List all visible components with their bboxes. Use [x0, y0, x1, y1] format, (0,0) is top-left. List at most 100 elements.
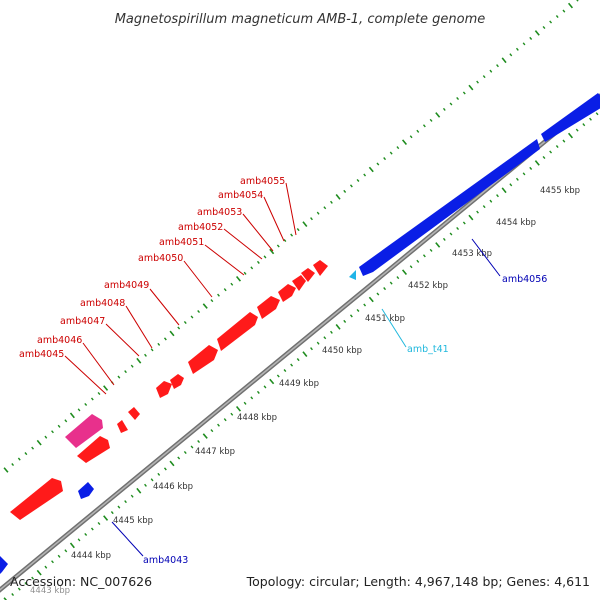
minor-tick — [223, 288, 227, 292]
gene-arrow-amb4045-b — [117, 420, 128, 433]
accession-text: Accession: NC_007626 — [10, 574, 152, 589]
gene-label-amb4053: amb4053 — [197, 207, 242, 218]
minor-tick — [529, 166, 533, 170]
minor-tick — [130, 494, 134, 498]
minor-tick — [51, 560, 54, 564]
minor-tick — [97, 391, 101, 396]
minor-tick — [150, 478, 154, 482]
gene-arrow-amb4056 — [359, 139, 540, 276]
tick-label-4450: 4450 kbp — [322, 346, 362, 356]
minor-tick — [11, 593, 15, 597]
major-tick — [302, 351, 308, 358]
minor-tick — [376, 162, 380, 166]
minor-tick — [177, 456, 181, 460]
gene-arrow-amb4047 — [156, 381, 172, 398]
major-tick — [136, 487, 142, 494]
major-tick — [235, 275, 242, 282]
tick-label-4455: 4455 kbp — [540, 186, 580, 196]
minor-tick — [496, 64, 499, 68]
gene-label-amb4054: amb4054 — [218, 190, 263, 201]
minor-tick — [250, 396, 254, 400]
minor-tick — [343, 319, 347, 323]
minor-tick — [549, 20, 553, 24]
minor-tick — [316, 211, 320, 215]
minor-tick — [515, 177, 519, 181]
major-tick — [3, 597, 8, 600]
minor-tick — [177, 326, 181, 330]
major-tick — [567, 132, 574, 139]
minor-tick — [542, 155, 546, 160]
minor-tick — [84, 402, 88, 406]
minor-tick — [77, 408, 81, 412]
minor-tick — [283, 239, 287, 243]
minor-tick — [509, 183, 513, 187]
gene-arrow-amb4046 — [128, 407, 140, 420]
minor-tick — [323, 336, 327, 340]
minor-tick — [296, 228, 300, 232]
minor-tick — [330, 330, 333, 334]
minor-tick — [349, 184, 353, 188]
major-tick — [368, 166, 374, 173]
minor-tick — [343, 189, 347, 193]
minor-tick — [124, 370, 127, 374]
major-tick — [435, 242, 441, 248]
major-tick — [368, 296, 374, 303]
major-tick — [401, 139, 408, 146]
gene-arrow-amb4057 — [541, 93, 600, 142]
inner-tick-ring — [3, 112, 599, 600]
gene-label-amb4046: amb4046 — [37, 335, 82, 346]
minor-tick — [389, 151, 393, 155]
major-tick — [136, 357, 142, 364]
major-tick — [69, 412, 75, 419]
minor-tick — [124, 500, 127, 504]
minor-tick — [489, 199, 493, 203]
tick-label-4451: 4451 kbp — [365, 314, 405, 324]
minor-tick — [456, 96, 460, 101]
minor-tick — [409, 265, 413, 269]
minor-tick — [562, 9, 566, 13]
tick-label-4453: 4453 kbp — [452, 249, 492, 259]
minor-tick — [44, 565, 48, 569]
tick-label-group: 4443 kbp 4444 kbp 4445 kbp 4446 kbp 4447… — [30, 186, 580, 596]
major-tick — [202, 433, 208, 439]
major-tick — [269, 378, 275, 385]
minor-tick — [522, 172, 526, 176]
minor-tick — [562, 139, 566, 143]
gene-arrow-amb4051 — [257, 296, 280, 319]
minor-tick — [429, 118, 433, 122]
minor-tick — [482, 75, 486, 79]
trna-arrow-amb-t41 — [349, 270, 356, 280]
minor-tick — [396, 146, 400, 150]
minor-tick — [489, 69, 493, 73]
gene-label-amb4048: amb4048 — [80, 298, 125, 309]
minor-tick — [509, 53, 513, 57]
minor-tick — [310, 347, 313, 351]
forward-genes — [10, 260, 328, 520]
gene-arrow-amb4049 — [188, 345, 218, 374]
tick-label-4444: 4444 kbp — [71, 551, 111, 561]
pseudo-gene-block — [65, 414, 103, 448]
minor-tick — [250, 266, 254, 270]
minor-tick — [449, 232, 453, 236]
minor-tick — [575, 128, 579, 132]
gene-label-amb-t41: amb_t41 — [407, 344, 449, 355]
minor-tick — [256, 260, 260, 264]
minor-tick — [263, 255, 267, 259]
minor-tick — [44, 435, 48, 439]
major-tick — [36, 439, 42, 446]
minor-tick — [217, 293, 220, 297]
minor-tick — [263, 385, 267, 389]
tick-label-4447: 4447 kbp — [195, 447, 235, 457]
major-tick — [335, 323, 341, 330]
minor-tick — [496, 194, 499, 198]
minor-tick — [163, 467, 167, 471]
gene-label-amb4043: amb4043 — [143, 555, 188, 566]
minor-tick — [349, 314, 353, 318]
major-tick — [202, 303, 208, 309]
outer-tick-ring — [3, 0, 579, 473]
reverse-gene-labels: amb4043 amb4056 — [143, 274, 547, 566]
minor-tick — [243, 401, 247, 405]
minor-tick — [157, 342, 161, 346]
major-tick — [103, 385, 109, 391]
major-tick — [501, 57, 507, 64]
